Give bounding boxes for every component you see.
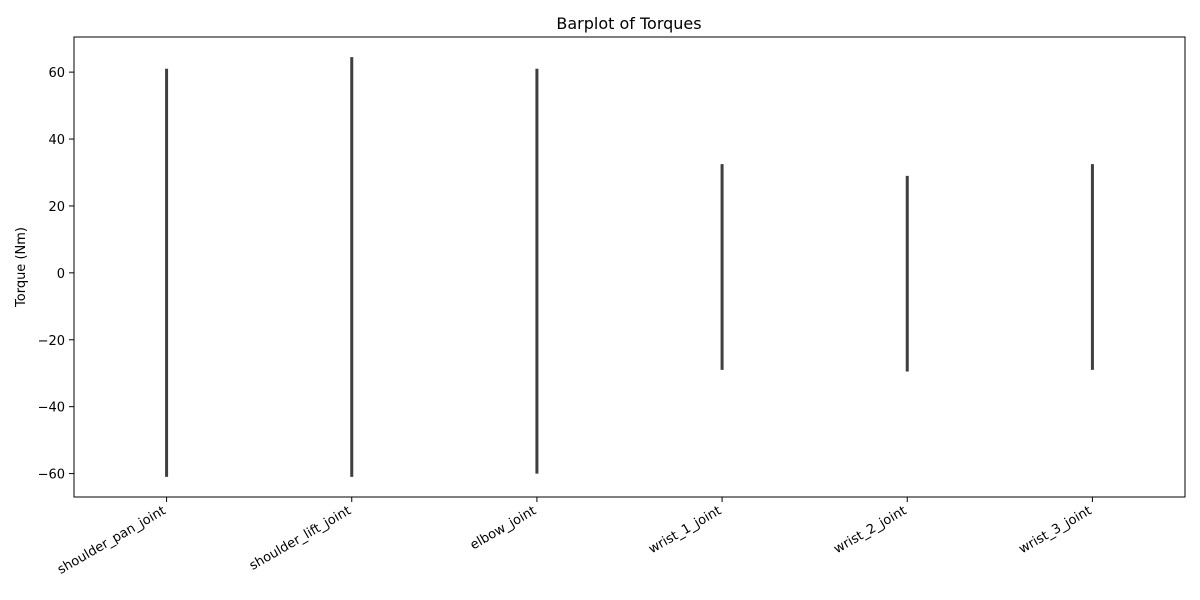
y-tick-label: 40 (48, 133, 65, 148)
x-tick-label: wrist_3_joint (1017, 503, 1095, 557)
y-axis: −60 −40 −20 0 20 40 60 (38, 66, 74, 483)
y-tick-label: −20 (38, 334, 65, 349)
chart-title: Barplot of Torques (556, 14, 701, 33)
errorbar-series (165, 57, 1094, 477)
y-tick-label: 0 (57, 267, 65, 282)
y-tick-label: 60 (48, 66, 65, 81)
y-tick-label: −40 (38, 401, 65, 416)
x-tick-label: shoulder_pan_joint (55, 503, 168, 577)
x-tick-label: wrist_1_joint (646, 503, 724, 557)
plot-frame (73, 36, 1186, 498)
x-tick-label: wrist_2_joint (831, 503, 909, 557)
y-axis-label: Torque (Nm) (14, 227, 29, 308)
x-tick-label: shoulder_lift_joint (247, 503, 354, 573)
y-tick-label: −60 (38, 468, 65, 483)
y-tick-label: 20 (48, 200, 65, 215)
x-tick-label: elbow_joint (468, 503, 539, 553)
x-axis: shoulder_pan_joint shoulder_lift_joint elb… (55, 497, 1094, 578)
